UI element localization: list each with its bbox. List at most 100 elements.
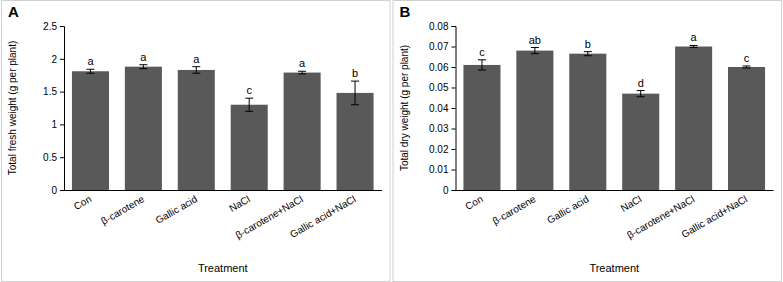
tick-label: NaCl xyxy=(227,193,252,214)
y-axis: 00.010.020.030.040.050.060.070.08 xyxy=(429,21,456,196)
tick-mark xyxy=(452,190,456,191)
tick-label: 0 xyxy=(443,185,449,196)
error-stem xyxy=(534,48,535,54)
annotation: b xyxy=(585,38,591,50)
bar xyxy=(178,70,215,190)
error-cap xyxy=(743,68,751,69)
error-stem xyxy=(90,69,91,73)
tick: β-carotene xyxy=(99,193,146,227)
tick-label: 1.5 xyxy=(43,86,57,97)
tick: Gallic acid+NaCl xyxy=(680,193,750,240)
tick-label: 1 xyxy=(51,119,57,130)
tick: 0 xyxy=(51,185,64,196)
tick: 0.08 xyxy=(429,21,455,32)
tick-mark xyxy=(452,129,456,130)
error-bar xyxy=(351,81,359,105)
tick: 1 xyxy=(51,119,64,130)
tick: Gallic acid xyxy=(545,193,590,226)
bar xyxy=(125,67,162,190)
tick-label: Gallic acid+NaCl xyxy=(680,193,750,240)
error-bar xyxy=(86,69,94,73)
error-cap xyxy=(478,70,486,71)
tick: Gallic acid xyxy=(154,193,199,226)
error-cap xyxy=(637,90,645,91)
tick: 2 xyxy=(51,54,64,65)
tick-mark xyxy=(452,149,456,150)
panel-title: B xyxy=(400,3,411,20)
y-axis-title: Total dry weight (g per plant) xyxy=(399,45,410,171)
tick: Con xyxy=(72,193,93,212)
error-bar xyxy=(478,60,486,70)
tick: 0.07 xyxy=(429,41,455,52)
tick-mark xyxy=(60,92,64,93)
tick-mark xyxy=(60,59,64,60)
error-cap xyxy=(637,96,645,97)
bar xyxy=(72,71,109,190)
error-bar xyxy=(690,45,698,47)
error-cap xyxy=(743,65,751,66)
tick: 0.04 xyxy=(429,103,455,114)
bar xyxy=(622,94,659,190)
bar xyxy=(337,93,374,190)
tick-label: 0.5 xyxy=(43,152,57,163)
error-stem xyxy=(143,65,144,69)
bar xyxy=(569,54,606,190)
tick: 2.5 xyxy=(43,21,64,32)
error-cap xyxy=(584,51,592,52)
error-bar xyxy=(743,66,751,68)
error-cap xyxy=(690,45,698,46)
tick-label: 0 xyxy=(51,185,57,196)
tick: 1.5 xyxy=(43,86,64,97)
error-stem xyxy=(249,98,250,111)
tick: 0.01 xyxy=(429,164,455,175)
tick-mark xyxy=(60,26,64,27)
error-cap xyxy=(298,71,306,72)
bar xyxy=(728,67,765,190)
error-stem xyxy=(355,81,356,105)
bar xyxy=(675,47,712,191)
error-cap xyxy=(192,73,200,74)
marks xyxy=(72,65,374,190)
tick-mark xyxy=(60,124,64,125)
plot: aaacab00.511.522.5Conβ-caroteneGallic ac… xyxy=(43,21,382,241)
x-axis: Conβ-caroteneGallic acidNaClβ-carotene+N… xyxy=(456,191,774,241)
annotation: c xyxy=(744,52,750,64)
annotation: a xyxy=(691,31,698,43)
tick-mark xyxy=(452,67,456,68)
tick: 0 xyxy=(443,185,456,196)
tick-label: 0.05 xyxy=(429,82,449,93)
tick: NaCl xyxy=(619,193,644,214)
tick-label: 0.08 xyxy=(429,21,449,32)
error-cap xyxy=(245,98,253,99)
annotations: aaacab xyxy=(87,51,358,96)
axis-line xyxy=(456,190,774,191)
annotation: c xyxy=(246,84,252,96)
tick: Gallic acid+NaCl xyxy=(288,193,358,240)
error-cap xyxy=(139,64,147,65)
y-axis: 0 0.5 1 1.5 2 2.5 xyxy=(43,21,64,196)
error-bar xyxy=(192,67,200,74)
annotations: cabbdac xyxy=(479,31,750,88)
y-axis-title: Total fresh weight (g per plant) xyxy=(7,41,18,176)
tick-label: 0.07 xyxy=(429,41,449,52)
error-cap xyxy=(139,68,147,69)
tick-label: NaCl xyxy=(619,193,644,214)
error-bar xyxy=(245,98,253,111)
tick-label: Con xyxy=(463,193,484,212)
error-cap xyxy=(86,69,94,70)
error-bar xyxy=(139,65,147,69)
panel-frame xyxy=(2,1,391,282)
tick: 0.03 xyxy=(429,123,455,134)
tick: 0.06 xyxy=(429,62,455,73)
tick-mark xyxy=(60,190,64,191)
tick-mark xyxy=(452,47,456,48)
error-cap xyxy=(192,66,200,67)
error-cap xyxy=(245,111,253,112)
tick-label: 0.03 xyxy=(429,123,449,134)
bar xyxy=(284,73,321,190)
tick-label: Gallic acid xyxy=(154,193,199,226)
annotation: d xyxy=(638,77,644,89)
tick-mark xyxy=(452,170,456,171)
panel: Aaaacab00.511.522.5Conβ-caroteneGallic a… xyxy=(2,1,391,282)
x-axis: Conβ-caroteneGallic acidNaClβ-carotene+N… xyxy=(65,191,383,241)
